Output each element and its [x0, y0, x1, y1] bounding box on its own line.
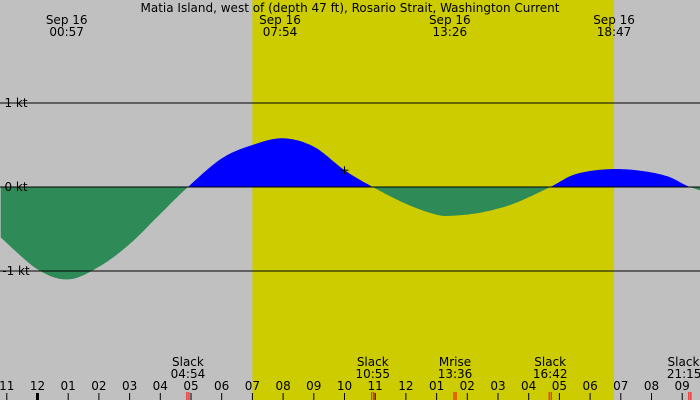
- x-tick-label: 03: [490, 379, 505, 393]
- top-label-time: 18:47: [597, 25, 632, 39]
- x-tick-label: 09: [675, 379, 690, 393]
- x-tick-label: 08: [275, 379, 290, 393]
- event-time: 13:36: [438, 367, 473, 381]
- ebb-current-area: [0, 187, 700, 280]
- x-tick-label: 10: [337, 379, 352, 393]
- x-tick-label: 05: [552, 379, 567, 393]
- event-time: 04:54: [171, 367, 206, 381]
- top-label-date: Sep 16: [429, 13, 471, 27]
- x-tick-label: 06: [582, 379, 597, 393]
- x-tick-label: 07: [613, 379, 628, 393]
- x-tick-label: 11: [0, 379, 14, 393]
- y-tick-label: -1 kt: [2, 264, 30, 278]
- y-tick-label: 1 kt: [4, 96, 27, 110]
- chart-title: Matia Island, west of (depth 47 ft), Ros…: [141, 1, 560, 15]
- x-tick-label: 12: [398, 379, 413, 393]
- event-name: Slack: [534, 355, 566, 369]
- event-name: Slack: [172, 355, 204, 369]
- x-tick-label: 07: [245, 379, 260, 393]
- event-labels: Slack04:54Slack10:55Mrise13:36Slack16:42…: [171, 355, 700, 400]
- x-tick-label: 03: [122, 379, 137, 393]
- x-tick-label: 05: [183, 379, 198, 393]
- current-time-marker: [340, 166, 349, 175]
- x-tick-label: 11: [368, 379, 383, 393]
- x-tick-label: 02: [91, 379, 106, 393]
- flood-current-area: [0, 138, 700, 187]
- event-time: 10:55: [355, 367, 390, 381]
- x-tick-label: 01: [61, 379, 76, 393]
- event-time: 16:42: [533, 367, 568, 381]
- x-tick-label: 12: [30, 379, 45, 393]
- x-tick-label: 04: [521, 379, 536, 393]
- top-label-date: Sep 16: [593, 13, 635, 27]
- x-tick-label: 09: [306, 379, 321, 393]
- top-label-date: Sep 16: [259, 13, 301, 27]
- event-name: Mrise: [439, 355, 471, 369]
- top-label-time: 00:57: [49, 25, 84, 39]
- top-label-time: 07:54: [263, 25, 298, 39]
- y-tick-label: 0 kt: [4, 180, 27, 194]
- event-name: Slack N: [668, 355, 700, 369]
- x-tick-label: 06: [214, 379, 229, 393]
- event-name: Slack: [357, 355, 389, 369]
- y-gridlines: 1 kt 0 kt -1 kt: [0, 96, 700, 278]
- event-time: 21:15 2: [667, 367, 700, 381]
- top-label-time: 13:26: [433, 25, 468, 39]
- x-tick-label: 04: [153, 379, 168, 393]
- top-label-date: Sep 16: [46, 13, 88, 27]
- x-tick-label: 02: [460, 379, 475, 393]
- x-axis: 11 12 01 02 03 04 05 06 07 08 09 10 11 12 01 02 03 04 05 06…: [0, 379, 690, 400]
- x-tick-label: 08: [644, 379, 659, 393]
- x-tick-label: 01: [429, 379, 444, 393]
